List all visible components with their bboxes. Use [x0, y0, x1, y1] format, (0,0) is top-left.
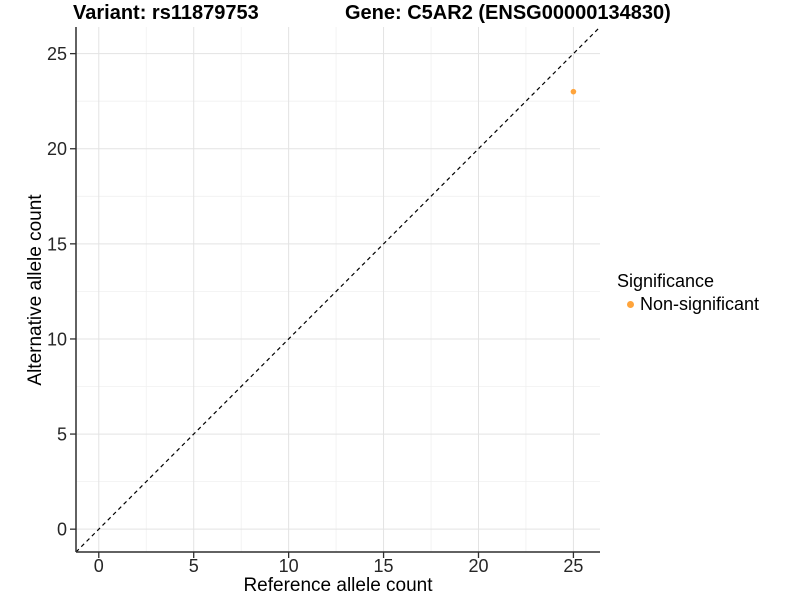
x-tick-label: 25 [563, 556, 583, 576]
x-axis-title: Reference allele count [243, 575, 433, 596]
legend-item-label: Non-significant [640, 294, 760, 314]
y-tick-label: 20 [47, 139, 67, 159]
x-tick-label: 20 [468, 556, 488, 576]
y-tick-label: 25 [47, 44, 67, 64]
legend: Significance Non-significant [617, 271, 759, 315]
x-tick-label: 5 [189, 556, 199, 576]
y-tick-label: 10 [47, 329, 67, 349]
legend-item-non-significant: Non-significant [617, 294, 759, 315]
y-tick-label: 5 [57, 425, 67, 445]
x-tick-label: 0 [94, 556, 104, 576]
y-tick-label: 0 [57, 520, 67, 540]
legend-title: Significance [617, 271, 715, 291]
x-tick-label: 10 [279, 556, 299, 576]
y-tick-label: 15 [47, 234, 67, 254]
x-tick-label: 15 [374, 556, 394, 576]
identity-reference-line [75, 26, 601, 553]
plot-title-gene: Gene: C5AR2 (ENSG00000134830) [345, 2, 671, 24]
y-axis-title: Alternative allele count [25, 194, 46, 386]
plot-title-variant: Variant: rs11879753 [73, 2, 259, 24]
legend-point-circle-icon [627, 301, 634, 308]
data-point [570, 88, 577, 95]
